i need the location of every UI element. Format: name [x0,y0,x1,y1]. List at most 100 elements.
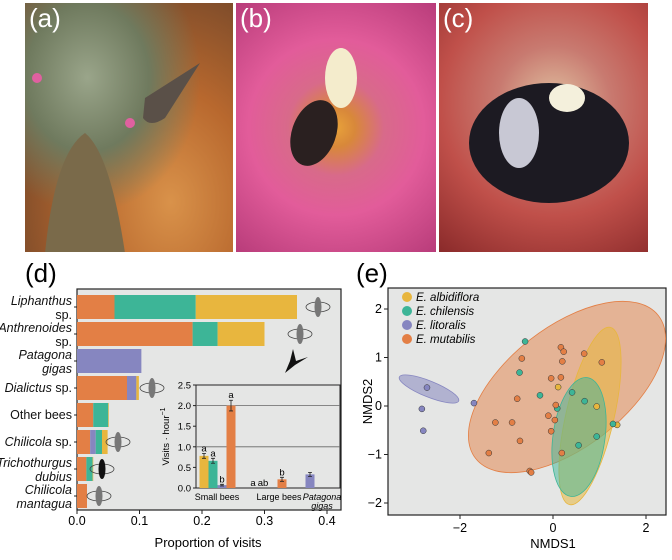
point-mutabilis [545,412,552,419]
panel-label-d: (d) [25,258,57,288]
category-label: Patagona gigas [18,348,72,376]
point-chilensis [575,442,582,449]
point-mutabilis [508,419,516,426]
point-chilensis [581,397,588,405]
category-name: Other bees [10,408,72,422]
significance-letter: a [250,478,256,489]
bar-segment-litoralis [90,430,96,454]
category-name: Liphanthus [11,294,72,308]
inset-y-tick-label: 1.5 [178,422,191,433]
inset-bar-litoralis [305,474,315,488]
point-chilensis [521,338,529,345]
y-tick-label: −2 [368,496,382,510]
bar-segment-albidiflora [102,430,108,454]
hummingbird-icon [285,349,308,373]
photo-c-sketch [469,83,629,203]
y-tick-label: 1 [375,351,382,365]
category-label: Chilicola sp. [5,435,72,449]
inset-category-label: Large bees [256,492,302,502]
point-litoralis [420,427,427,434]
category-label: Dialictus sp. [5,381,72,395]
panel-label-a: (a) [29,3,61,33]
bar-segment-albidiflora [136,376,139,400]
category-suffix: sp. [52,435,72,449]
bee-icon [314,297,322,317]
inset-bar-chilensis [208,460,218,488]
inset-bar-mutabilis [277,479,287,488]
point-mutabilis [559,358,566,365]
point-mutabilis [516,437,524,445]
photo-a-sketch [32,63,200,252]
inset-bar-mutabilis [226,405,236,488]
point-mutabilis [547,427,555,435]
significance-letter: a [201,443,207,454]
bar-segment-albidiflora [108,403,109,427]
category-suffix: sp. [55,335,72,349]
stigma-shape [325,48,357,108]
point-chilensis [516,369,523,376]
legend-label: E. litoralis [416,320,466,332]
legend-label: E. mutabilis [416,334,476,346]
bar-segment-albidiflora [217,322,265,346]
x-tick-label: 0.0 [68,514,85,528]
bar-segment-mutabilis [77,457,87,481]
inset-category-name: Patagona [303,492,342,502]
y-tick-label: −1 [368,448,382,462]
point-mutabilis [518,355,526,362]
category-name: Trichothurgus [0,456,72,470]
panel-label-b: (b) [240,3,272,33]
point-mutabilis [485,449,493,457]
bee-shape [290,100,338,166]
bar-segment-chilensis [192,322,218,346]
significance-letter: a [210,448,216,459]
point-mutabilis [560,348,567,355]
category-name: Chilicola [25,483,72,497]
x-tick-label: 0.3 [256,514,273,528]
point-mutabilis [492,419,499,426]
point-chilensis [593,433,600,440]
inset-y-axis-label: Visits · hour−1 [160,407,172,465]
legend-swatch-mutabilis [402,334,412,344]
bee-icon [148,378,156,398]
point-mutabilis [598,359,606,366]
panel-label-e: (e) [356,258,388,288]
inset-y-axis-label-sup: −1 [160,407,167,415]
flower-shape [125,118,135,128]
flower-shape [32,73,42,83]
bar-segment-albidiflora [92,457,94,481]
legend-swatch-chilensis [402,306,412,316]
significance-letter: a [228,390,234,401]
category-suffix: sp. [52,381,72,395]
bar-segment-chilensis [86,457,93,481]
point-mutabilis [513,395,521,402]
bee-icon [98,459,106,479]
error-bar [211,457,215,464]
bee-icon [95,486,103,506]
significance-letter: ab [258,478,269,489]
stigma-shape [549,84,585,112]
bar-segment-litoralis [127,376,137,400]
bar-segment-mutabilis [77,430,91,454]
category-name: Patagona [18,348,72,362]
y-tick-label: 0 [375,399,382,413]
inset-plot-area [195,384,341,489]
inset-bar-albidiflora [199,455,209,488]
category-label: Trichothurgus dubius [0,456,72,484]
point-mutabilis [557,374,565,381]
point-albidiflora [554,383,562,391]
bee-icon [114,432,122,452]
legend-label: E. albidiflora [416,292,479,304]
point-mutabilis [580,350,588,357]
photo-b-sketch [290,48,357,166]
category-label: Anthrenoides sp. [0,321,72,349]
x-tick-label: 2 [643,521,650,535]
point-litoralis [418,405,426,413]
x-tick-label: 0.1 [131,514,148,528]
bar-segment-mutabilis [77,484,87,508]
x-tick-label: 0 [550,521,557,535]
error-bar [229,399,233,412]
bar-segment-chilensis [95,430,102,454]
bar-segment-chilensis [114,295,196,319]
inset-category-label: Small bees [195,492,240,502]
point-chilensis [536,392,544,399]
